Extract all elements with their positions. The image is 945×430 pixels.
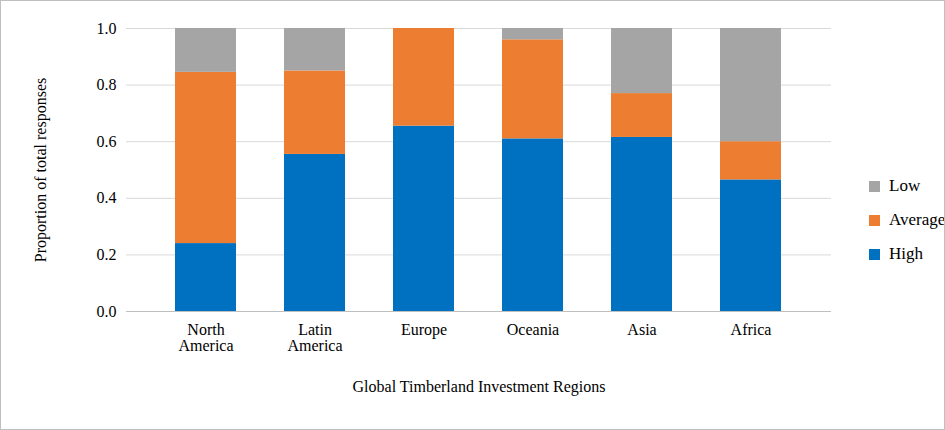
svg-text:0.6: 0.6 xyxy=(97,133,117,150)
svg-text:Asia: Asia xyxy=(627,321,656,338)
html-text:High: High xyxy=(889,244,923,263)
svg-text:Oceania: Oceania xyxy=(507,321,559,338)
svg-text:0.4: 0.4 xyxy=(97,189,117,206)
svg-text:0.8: 0.8 xyxy=(97,76,117,93)
svg-text:Africa: Africa xyxy=(731,321,772,338)
svg-text:Europe: Europe xyxy=(401,321,447,339)
svg-text:LatinAmerica: LatinAmerica xyxy=(287,321,342,354)
svg-text:0.2: 0.2 xyxy=(97,246,117,263)
svg-text:Global Timberland Investment R: Global Timberland Investment Regions xyxy=(353,378,606,396)
svg-text:0.0: 0.0 xyxy=(97,303,117,320)
html-text:Low: Low xyxy=(889,176,921,195)
svg-text:NorthAmerica: NorthAmerica xyxy=(178,321,233,354)
html-text:Average: Average xyxy=(889,210,945,229)
svg-text:1.0: 1.0 xyxy=(97,20,117,37)
svg-text:Proportion of total responses: Proportion of total responses xyxy=(32,78,50,262)
